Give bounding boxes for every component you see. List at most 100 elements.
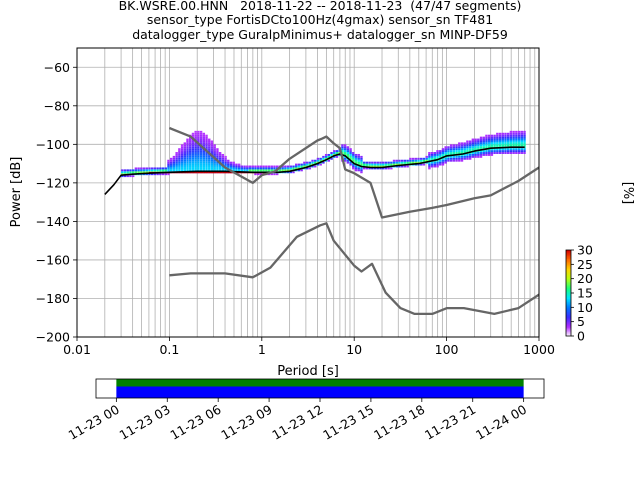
heatmap-cell xyxy=(200,171,204,174)
heatmap-cell xyxy=(199,157,203,160)
heatmap-cell xyxy=(509,132,513,135)
heatmap-cell xyxy=(213,167,216,170)
heatmap-cell xyxy=(501,152,504,154)
heatmap-cell xyxy=(172,169,176,172)
heatmap-cell xyxy=(208,171,212,174)
heatmap-cell xyxy=(208,163,211,166)
heatmap-cell xyxy=(134,171,138,174)
colorbar-segment xyxy=(566,310,571,313)
heatmap-cell xyxy=(265,165,268,168)
heatmap-cell xyxy=(343,157,347,160)
heatmap-cell xyxy=(493,148,496,151)
heatmap-cell xyxy=(354,157,358,160)
heatmap-cell xyxy=(180,157,184,160)
heatmap-cell xyxy=(292,167,295,170)
heatmap-cell xyxy=(314,159,317,162)
heatmap-cell xyxy=(123,175,127,178)
heatmap-cell xyxy=(373,161,377,164)
heatmap-cell xyxy=(401,161,404,164)
heatmap-cell xyxy=(199,134,203,137)
heatmap-cell xyxy=(172,167,176,170)
heatmap-cell xyxy=(346,159,350,162)
heatmap-cell xyxy=(343,159,347,162)
heatmap-cell xyxy=(371,163,374,166)
heatmap-cell xyxy=(314,161,317,164)
colorbar-segment xyxy=(566,303,571,305)
heatmap-cell xyxy=(202,150,206,153)
heatmap-cell xyxy=(213,152,216,154)
heatmap-cell xyxy=(191,152,195,154)
heatmap-cell xyxy=(357,167,360,170)
heatmap-cell xyxy=(520,140,523,143)
heatmap-cell xyxy=(191,159,195,162)
heatmap-cell xyxy=(235,165,238,168)
heatmap-cell xyxy=(401,159,404,162)
chart-title-line-1: BK.WSRE.00.HNN 2018-11-22 -- 2018-11-23 … xyxy=(118,0,522,13)
heatmap-cell xyxy=(498,144,502,147)
colorbar-tick-label: 10 xyxy=(577,300,593,315)
heatmap-cell xyxy=(153,173,157,176)
heatmap-cell xyxy=(297,165,301,168)
heatmap-cell xyxy=(164,169,167,172)
heatmap-cell xyxy=(471,152,475,154)
heatmap-cell xyxy=(479,140,483,143)
heatmap-cell xyxy=(433,152,437,154)
heatmap-cell xyxy=(194,136,197,139)
heatmap-cell xyxy=(216,161,219,164)
heatmap-cell xyxy=(194,134,197,137)
heatmap-cell xyxy=(170,157,173,160)
heatmap-cell xyxy=(240,167,244,170)
heatmap-cell xyxy=(477,144,480,147)
heatmap-cell xyxy=(178,169,181,172)
heatmap-cell xyxy=(354,153,358,156)
y-tick-label: −100 xyxy=(36,137,70,152)
heatmap-cell xyxy=(509,134,513,137)
heatmap-cell xyxy=(286,171,290,174)
heatmap-cell xyxy=(210,159,214,162)
heatmap-cell xyxy=(213,144,216,147)
heatmap-cell xyxy=(159,167,162,170)
heatmap-cell xyxy=(194,144,197,147)
heatmap-cell xyxy=(490,144,494,147)
heatmap-cell xyxy=(205,167,208,170)
heatmap-cell xyxy=(498,150,502,153)
heatmap-cell xyxy=(213,163,216,166)
heatmap-cell xyxy=(259,165,263,168)
heatmap-cell xyxy=(237,167,241,170)
heatmap-cell xyxy=(360,167,363,170)
heatmap-cell xyxy=(232,163,235,166)
heatmap-cell xyxy=(208,150,211,153)
heatmap-cell xyxy=(512,136,515,139)
heatmap-cell xyxy=(512,138,515,141)
timeline-bar-available xyxy=(116,379,524,387)
series-lines xyxy=(104,126,539,316)
heatmap-cell xyxy=(167,173,170,176)
heatmap-cell xyxy=(214,171,217,174)
heatmap-cell xyxy=(303,165,306,168)
heatmap-cell xyxy=(493,138,496,141)
heatmap-cell xyxy=(485,140,488,143)
heatmap-cell xyxy=(137,167,140,170)
heatmap-cell xyxy=(197,144,200,147)
heatmap-cell xyxy=(515,134,518,137)
heatmap-cell xyxy=(178,163,181,166)
heatmap-cell xyxy=(392,161,396,164)
heatmap-cell xyxy=(208,140,211,143)
colorbar-segment xyxy=(566,264,571,267)
heatmap-cell xyxy=(300,163,303,166)
heatmap-cell xyxy=(346,155,350,158)
heatmap-cell xyxy=(295,167,298,170)
colorbar-segment xyxy=(566,285,571,288)
heatmap-cell xyxy=(441,148,445,151)
heatmap-cell xyxy=(523,140,526,143)
heatmap-cell xyxy=(297,163,301,166)
heatmap-cell xyxy=(523,152,526,154)
heatmap-cell xyxy=(273,173,276,176)
heatmap-cell xyxy=(205,148,208,151)
heatmap-cell xyxy=(300,165,303,168)
heatmap-cell xyxy=(248,169,252,172)
heatmap-cell xyxy=(316,157,320,160)
heatmap-cell xyxy=(395,163,398,166)
heatmap-cell xyxy=(175,153,178,156)
